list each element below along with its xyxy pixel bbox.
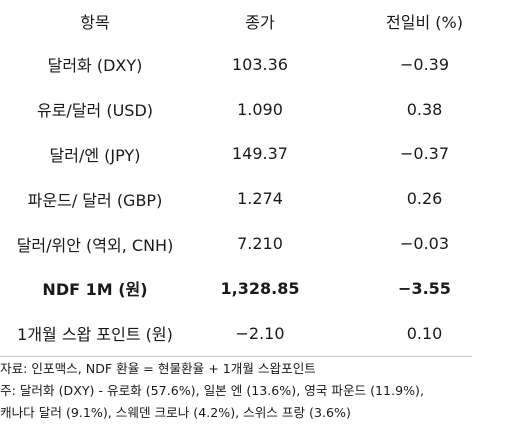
cell-item: 유로/달러 (USD) [36, 101, 154, 121]
divider [0, 356, 472, 357]
cell-close: 1.274 [237, 189, 283, 209]
fx-rates-table: 항목 종가 전일비 (%) 달러화 (DXY) 103.36 −0.39 유로/… [0, 0, 519, 356]
table-header-row: 항목 종가 전일비 (%) [0, 0, 519, 42]
cell-change: −0.03 [399, 234, 450, 254]
cell-item: NDF 1M (원) [42, 280, 148, 300]
cell-change: 0.10 [406, 323, 443, 343]
cell-close: 149.37 [232, 144, 288, 164]
cell-item: 달러/위안 (역외, CNH) [16, 235, 174, 255]
index-note-line-1: 주: 달러화 (DXY) - 유로화 (57.6%), 일본 엔 (13.6%)… [0, 383, 424, 398]
cell-item: 달러/엔 (JPY) [49, 145, 141, 165]
cell-item: 달러화 (DXY) [47, 56, 143, 76]
table-row: 달러/엔 (JPY) 149.37 −0.37 [0, 132, 519, 177]
footnotes: 자료: 인포맥스, NDF 환율 = 현물환율 + 1개월 스왑포인트 주: 달… [0, 358, 519, 424]
header-item: 항목 [80, 13, 110, 32]
table-row: 유로/달러 (USD) 1.090 0.38 [0, 87, 519, 132]
cell-change: 0.38 [406, 99, 443, 119]
table-row: NDF 1M (원) 1,328.85 −3.55 [0, 266, 519, 311]
cell-close: 1,328.85 [220, 278, 300, 298]
cell-change: −0.37 [399, 144, 450, 164]
table-row: 1개월 스왑 포인트 (원) −2.10 0.10 [0, 311, 519, 356]
cell-change: −3.55 [398, 278, 451, 298]
header-change: 전일비 (%) [386, 13, 463, 32]
cell-item: 파운드/ 달러 (GBP) [27, 190, 163, 210]
cell-close: 1.090 [237, 99, 283, 119]
cell-change: 0.26 [406, 189, 443, 209]
index-note-line-2: 캐나다 달러 (9.1%), 스웨덴 크로나 (4.2%), 스위스 프랑 (3… [0, 405, 351, 420]
source-note: 자료: 인포맥스, NDF 환율 = 현물환율 + 1개월 스왑포인트 [0, 361, 316, 376]
table-row: 달러/위안 (역외, CNH) 7.210 −0.03 [0, 221, 519, 266]
cell-close: 7.210 [237, 234, 283, 254]
table-row: 파운드/ 달러 (GBP) 1.274 0.26 [0, 176, 519, 221]
cell-item: 1개월 스왑 포인트 (원) [17, 325, 173, 345]
cell-close: 103.36 [232, 54, 288, 74]
table-row: 달러화 (DXY) 103.36 −0.39 [0, 42, 519, 87]
header-close: 종가 [245, 13, 275, 32]
cell-change: −0.39 [399, 54, 450, 74]
cell-close: −2.10 [235, 323, 285, 343]
